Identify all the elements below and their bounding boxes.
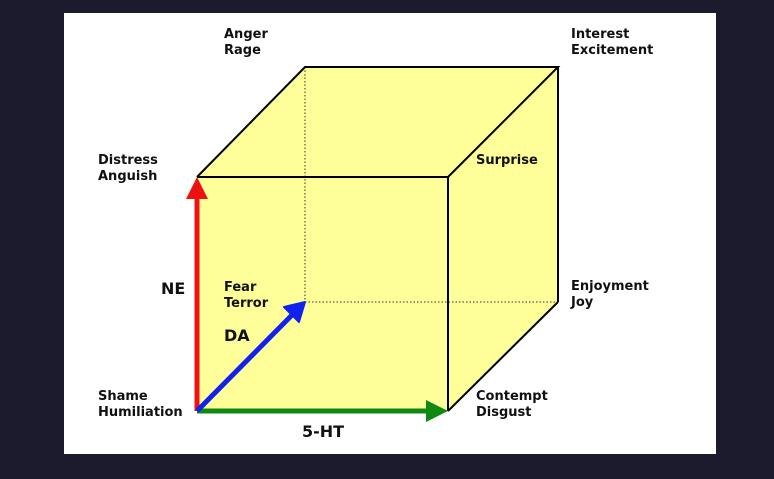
label-terror: Terror <box>224 296 269 311</box>
label-humiliation: Humiliation <box>98 405 183 420</box>
label-contempt: Contempt <box>476 389 548 404</box>
label-shame: Shame <box>98 389 148 404</box>
axis-label-ne: NE <box>161 279 186 298</box>
label-excitement: Excitement <box>571 43 654 58</box>
da-arrow-shaft <box>195 312 295 413</box>
label-disgust: Disgust <box>476 405 532 420</box>
label-rage: Rage <box>224 43 261 58</box>
cube-bottom-right-edge <box>447 301 559 412</box>
label-enjoyment-joy: Enjoyment Joy <box>571 279 649 311</box>
label-enjoyment: Enjoyment <box>571 279 649 294</box>
label-joy: Joy <box>571 295 594 310</box>
axis-label-da: DA <box>224 326 250 345</box>
cube-right-face <box>448 67 558 411</box>
label-shame-humiliation: Shame Humiliation <box>98 389 183 421</box>
label-interest: Interest <box>571 27 630 42</box>
label-contempt-disgust: Contempt Disgust <box>476 389 548 421</box>
axis-label-5ht: 5-HT <box>302 422 345 441</box>
cube-front-face <box>197 177 448 411</box>
label-distress-anguish: Distress Anguish <box>98 153 158 185</box>
ne-arrow-head <box>186 177 208 199</box>
cube-top-face <box>197 67 558 177</box>
cube-top-outline <box>196 66 561 178</box>
label-anger: Anger <box>224 27 268 42</box>
label-fear-terror: Fear Terror <box>224 280 268 312</box>
da-arrow-head <box>283 301 306 323</box>
label-anger-rage: Anger Rage <box>224 27 268 59</box>
label-surprise: Surprise <box>476 153 538 169</box>
label-distress: Distress <box>98 153 158 168</box>
ht-arrow-head <box>426 400 448 422</box>
label-fear: Fear <box>224 280 257 295</box>
label-anguish: Anguish <box>98 169 158 184</box>
label-interest-excitement: Interest Excitement <box>571 27 653 59</box>
label-surprise-text: Surprise <box>476 153 538 168</box>
